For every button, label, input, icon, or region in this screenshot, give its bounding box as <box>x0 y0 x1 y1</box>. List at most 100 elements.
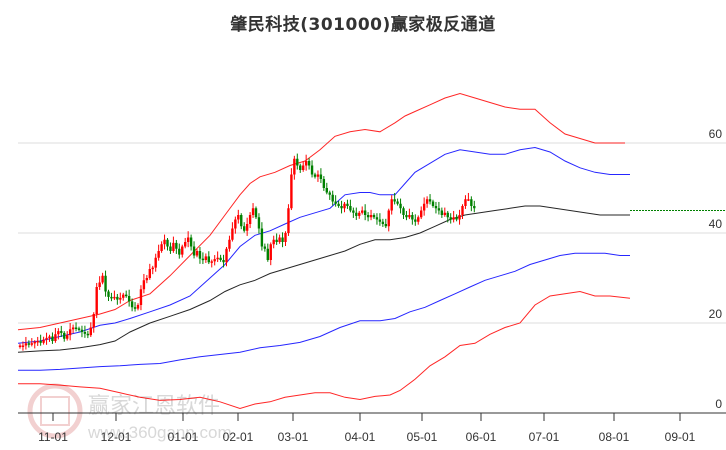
candle <box>101 275 104 283</box>
x-tick-label: 03-01 <box>278 430 309 444</box>
candle <box>334 201 337 204</box>
candle <box>228 239 231 249</box>
candle <box>225 248 228 263</box>
candle <box>420 210 423 218</box>
candle <box>260 228 264 247</box>
candle <box>122 294 125 298</box>
x-tick-label: 07-01 <box>529 430 560 444</box>
candle <box>27 343 31 345</box>
candle <box>195 251 199 256</box>
candle <box>125 294 128 297</box>
candle <box>449 217 452 220</box>
candle <box>63 332 66 339</box>
candle <box>346 203 349 206</box>
candle <box>192 246 196 256</box>
candle <box>66 335 69 339</box>
candle <box>402 208 405 215</box>
x-tick-label: 06-01 <box>466 430 497 444</box>
candle <box>440 210 444 215</box>
candle <box>287 208 290 233</box>
candle <box>369 215 373 218</box>
candle <box>160 244 163 251</box>
candle <box>414 219 417 222</box>
candle <box>290 174 293 209</box>
candle <box>293 158 296 175</box>
candle <box>189 237 193 247</box>
candle <box>375 217 379 220</box>
candle <box>467 199 470 201</box>
candle <box>181 246 184 255</box>
candle <box>349 206 352 211</box>
candle <box>30 343 33 345</box>
candle <box>231 228 234 240</box>
y-tick-label: 60 <box>709 127 723 141</box>
candle <box>175 242 178 249</box>
candle <box>337 203 340 206</box>
candle <box>302 165 305 170</box>
candle <box>178 248 181 255</box>
candle <box>343 203 346 209</box>
candle <box>210 261 213 263</box>
candle <box>201 258 205 261</box>
upper_inner_band-line <box>17 146 630 344</box>
watermark-url: www.360gann.com <box>87 423 232 442</box>
candle <box>60 331 63 333</box>
candle <box>443 212 446 215</box>
candle <box>366 215 370 218</box>
candle <box>24 343 28 346</box>
candle <box>237 215 240 220</box>
candle <box>363 210 367 215</box>
candle <box>33 341 36 344</box>
lower_outer_band-line <box>18 290 631 410</box>
candle <box>145 278 149 281</box>
candle <box>266 248 269 260</box>
candle <box>130 301 134 308</box>
candle <box>213 259 216 262</box>
candle <box>127 296 131 302</box>
candle <box>396 201 399 204</box>
candle <box>119 297 122 300</box>
candle <box>310 165 314 175</box>
middle_line-line <box>17 205 630 353</box>
candle <box>186 237 190 242</box>
candle <box>18 345 22 347</box>
watermark: 赢家江恩软件 www.360gann.com <box>27 383 232 442</box>
candle <box>304 161 308 166</box>
candle <box>86 333 90 336</box>
x-tick-label: 09-01 <box>665 430 696 444</box>
x-tick-label: 04-01 <box>345 430 376 444</box>
candle <box>42 339 45 343</box>
candle <box>116 296 119 300</box>
candle <box>361 210 364 213</box>
candle <box>316 174 320 177</box>
candle <box>254 208 258 218</box>
candle <box>452 217 455 220</box>
candle <box>431 201 435 206</box>
candle <box>89 327 92 336</box>
candle <box>272 239 275 245</box>
candle <box>278 237 281 242</box>
candle <box>204 256 208 260</box>
x-tick-label: 11-01 <box>38 430 68 444</box>
candle <box>169 246 172 251</box>
candle <box>355 212 358 216</box>
candle <box>275 239 278 242</box>
x-axis: 11-01 12-01 01-01 02-01 03-01 04-01 05-01 06-01… <box>18 412 726 444</box>
watermark-seal-icon <box>27 383 83 439</box>
lower_inner_band-line <box>18 252 630 371</box>
gridlines: 0 20 40 60 <box>18 127 726 411</box>
candle <box>107 291 110 297</box>
candle <box>80 329 84 332</box>
candle <box>198 251 202 259</box>
candle <box>381 221 385 224</box>
candle <box>405 215 408 218</box>
candle <box>434 206 438 209</box>
candle <box>36 341 39 343</box>
candle <box>408 215 411 218</box>
candle <box>148 269 151 278</box>
x-tick-label: 01-01 <box>168 430 199 444</box>
candle <box>251 208 255 215</box>
candle <box>455 217 458 220</box>
candle <box>48 336 51 338</box>
candle <box>248 215 252 224</box>
